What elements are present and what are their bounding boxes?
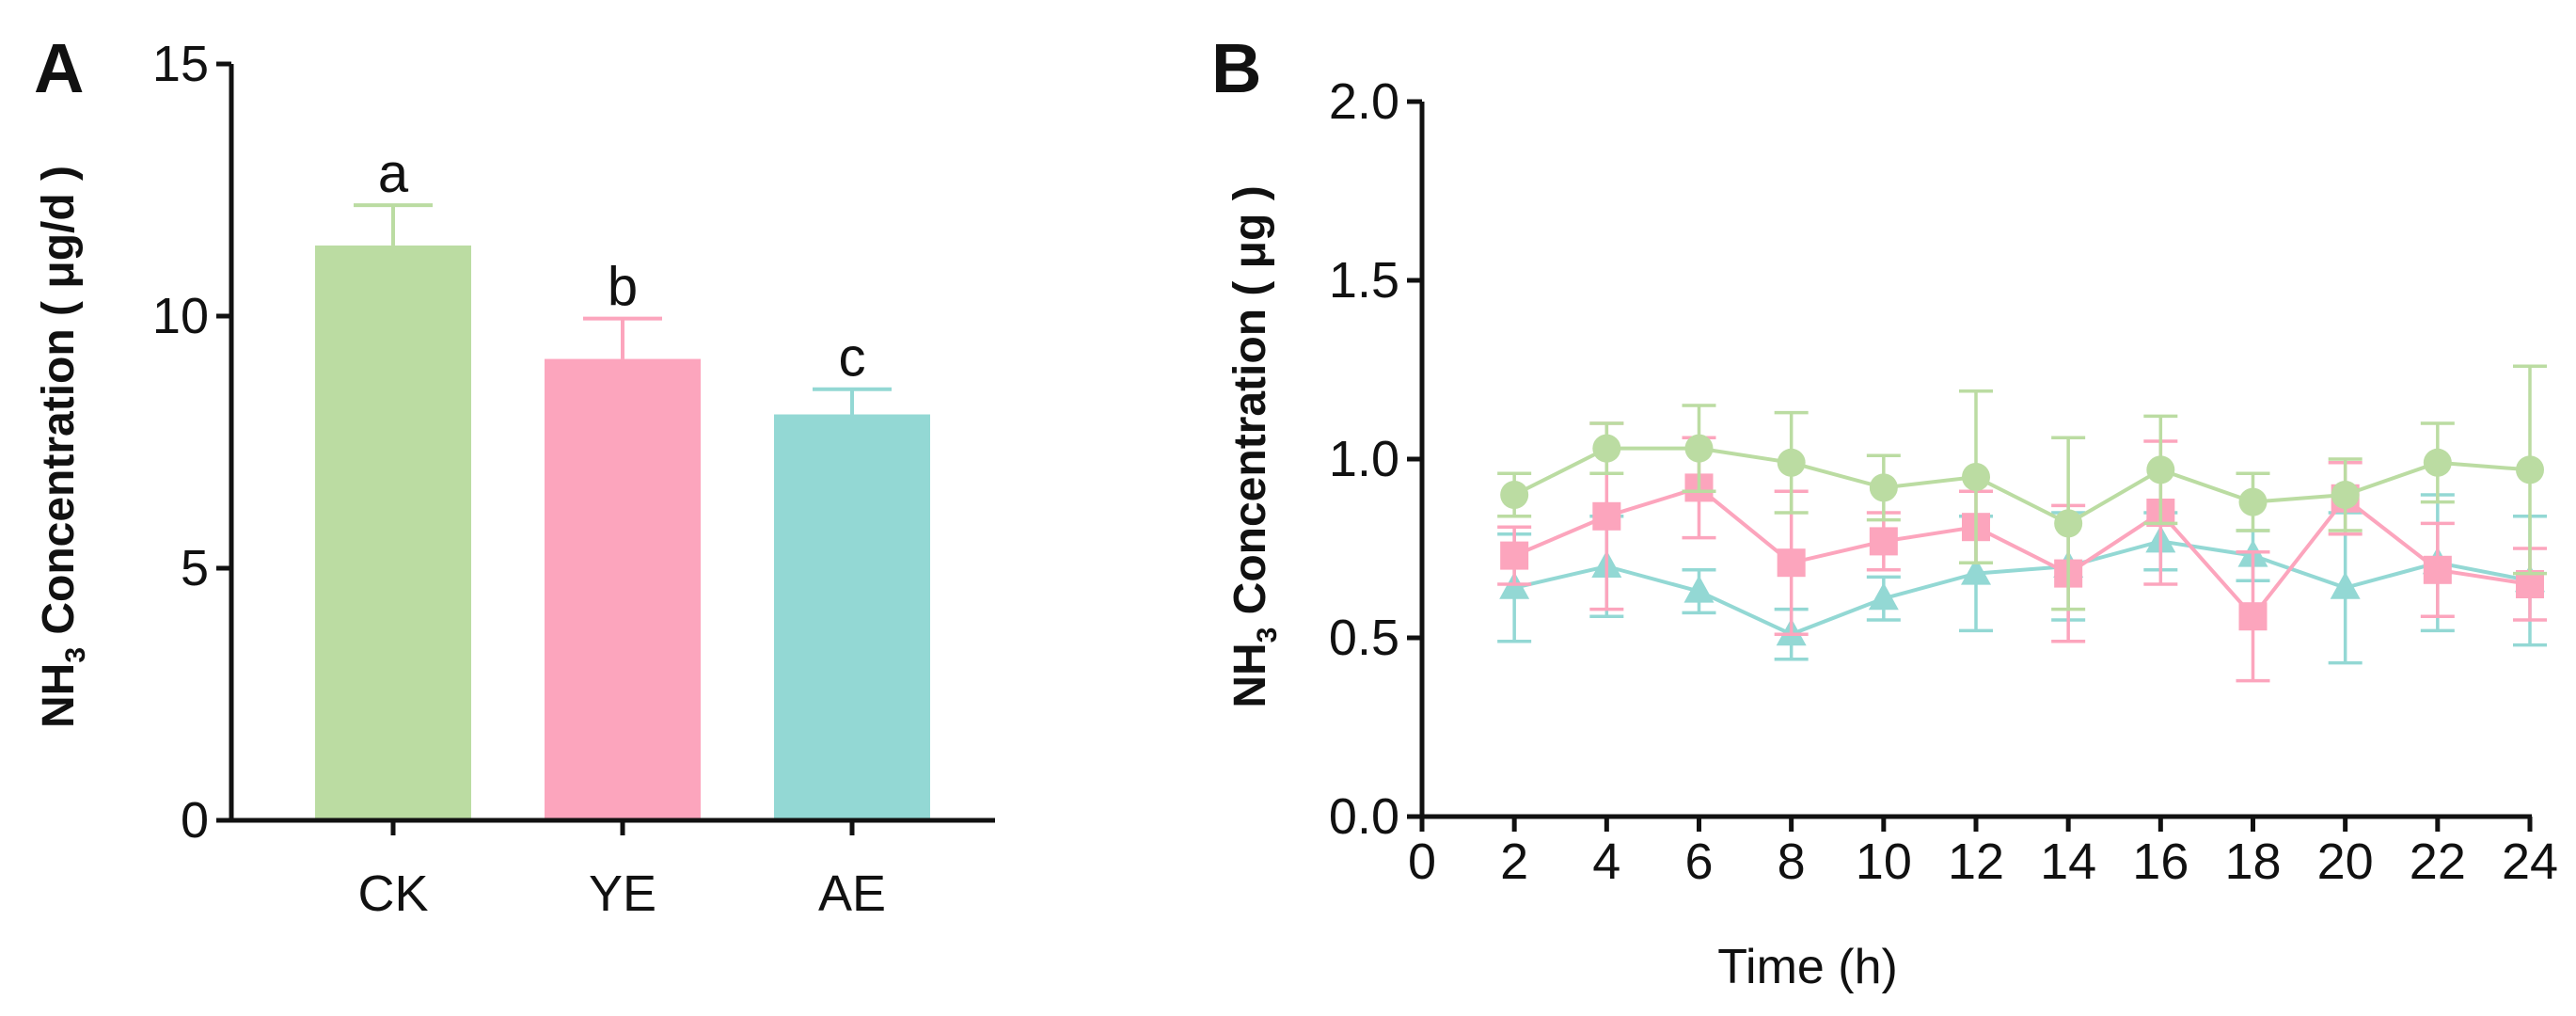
x-tick-label: 22	[2410, 833, 2466, 890]
bar-ae	[774, 414, 930, 820]
x-tick-label-ae: AE	[818, 865, 886, 922]
data-point-ck-10	[1869, 473, 1898, 502]
data-point-ck-24	[2516, 455, 2544, 484]
y-tick-label: 5	[181, 540, 209, 596]
bar-ck	[315, 245, 471, 821]
x-tick-label-ye: YE	[589, 865, 656, 922]
x-tick-label: 16	[2132, 833, 2189, 890]
series-ck	[1497, 364, 2547, 611]
data-point-ae-12	[1961, 557, 1991, 585]
y-tick-label: 15	[152, 36, 209, 92]
panel-a-ylabel-sub: 3	[60, 647, 91, 663]
y-tick-label: 1.0	[1329, 431, 1399, 487]
x-tick-label: 24	[2502, 833, 2558, 890]
x-tick-label: 10	[1856, 833, 1912, 890]
data-point-ck-2	[1500, 481, 1529, 509]
data-point-ye-10	[1869, 527, 1898, 556]
data-point-ck-16	[2146, 455, 2175, 484]
data-point-ae-10	[1868, 582, 1899, 611]
panel-b-x-axis-title: Time (h)	[1717, 940, 1898, 994]
x-tick-label: 2	[1500, 833, 1528, 890]
data-point-ye-22	[2423, 555, 2452, 584]
panel-b-y-axis-title: NH3 Concentration ( μg )	[1225, 185, 1283, 707]
data-point-ye-18	[2238, 602, 2268, 631]
x-tick-label: 0	[1408, 833, 1436, 890]
significance-label-ye: b	[608, 257, 638, 318]
x-tick-label: 8	[1778, 833, 1806, 890]
y-tick-label: 2.0	[1329, 73, 1399, 130]
x-tick-label: 18	[2224, 833, 2281, 890]
panel-b-ylabel-sub: 3	[1252, 627, 1283, 643]
panel-a-ylabel-prefix: NH	[34, 663, 84, 728]
significance-label-ae: c	[839, 327, 866, 389]
data-point-ye-4	[1592, 501, 1621, 531]
data-point-ck-14	[2054, 509, 2083, 538]
data-point-ck-22	[2423, 448, 2452, 477]
x-tick-label: 4	[1592, 833, 1620, 890]
panel-a: A NH3 Concentration ( μg/d ) a CK b YE c AE 0 5…	[34, 29, 995, 922]
y-tick-label: 0.0	[1329, 788, 1399, 845]
x-tick-label-ck: CK	[357, 865, 428, 922]
series-ae	[1497, 493, 2547, 665]
x-tick-label: 6	[1684, 833, 1713, 890]
panel-b-ylabel-prefix: NH	[1225, 643, 1275, 707]
data-point-ye-8	[1777, 548, 1806, 578]
data-point-ae-6	[1683, 575, 1715, 603]
data-point-ck-8	[1777, 448, 1806, 477]
data-point-ck-18	[2238, 487, 2268, 516]
x-tick-label: 14	[2040, 833, 2096, 890]
panel-a-plot: a CK b YE c AE 0 5 10 15	[152, 36, 995, 922]
svg-text:NH3 Concentration ( μg/d ): NH3 Concentration ( μg/d )	[34, 166, 91, 728]
y-tick-label: 0	[181, 792, 209, 849]
data-point-ck-4	[1592, 434, 1621, 463]
panel-a-ylabel-suffix: Concentration ( μg/d )	[34, 166, 84, 647]
y-tick-label: 0.5	[1329, 610, 1399, 666]
significance-label-ck: a	[378, 143, 409, 204]
data-point-ck-20	[2331, 481, 2360, 509]
panel-b-ylabel-suffix: Concentration ( μg )	[1225, 185, 1275, 627]
x-tick-label: 20	[2317, 833, 2374, 890]
series-ye	[1497, 421, 2547, 683]
panel-letter-b: B	[1211, 29, 1261, 107]
series-line-ae	[1513, 539, 2531, 637]
data-point-ae-20	[2330, 571, 2361, 599]
panel-b: B NH3 Concentration ( μg ) Time (h) 0.00…	[1211, 29, 2558, 994]
svg-text:NH3 Concentration ( μg ): NH3 Concentration ( μg )	[1225, 185, 1283, 707]
y-tick-label: 1.5	[1329, 252, 1399, 309]
series-line-ck	[1513, 446, 2531, 526]
bar-ye	[545, 358, 701, 820]
data-point-ye-2	[1500, 541, 1529, 570]
x-tick-label: 12	[1948, 833, 2004, 890]
data-point-ck-6	[1684, 434, 1714, 463]
data-point-ck-12	[1962, 463, 1990, 491]
panel-b-plot: 0.00.51.01.52.00 2 4 6 8 10 12 14 16 18 20 22 24	[1329, 73, 2558, 890]
series-line-ye	[1513, 485, 2531, 620]
y-tick-label: 10	[152, 288, 209, 344]
panel-a-y-axis-title: NH3 Concentration ( μg/d )	[34, 166, 91, 728]
panel-letter-a: A	[34, 29, 84, 107]
